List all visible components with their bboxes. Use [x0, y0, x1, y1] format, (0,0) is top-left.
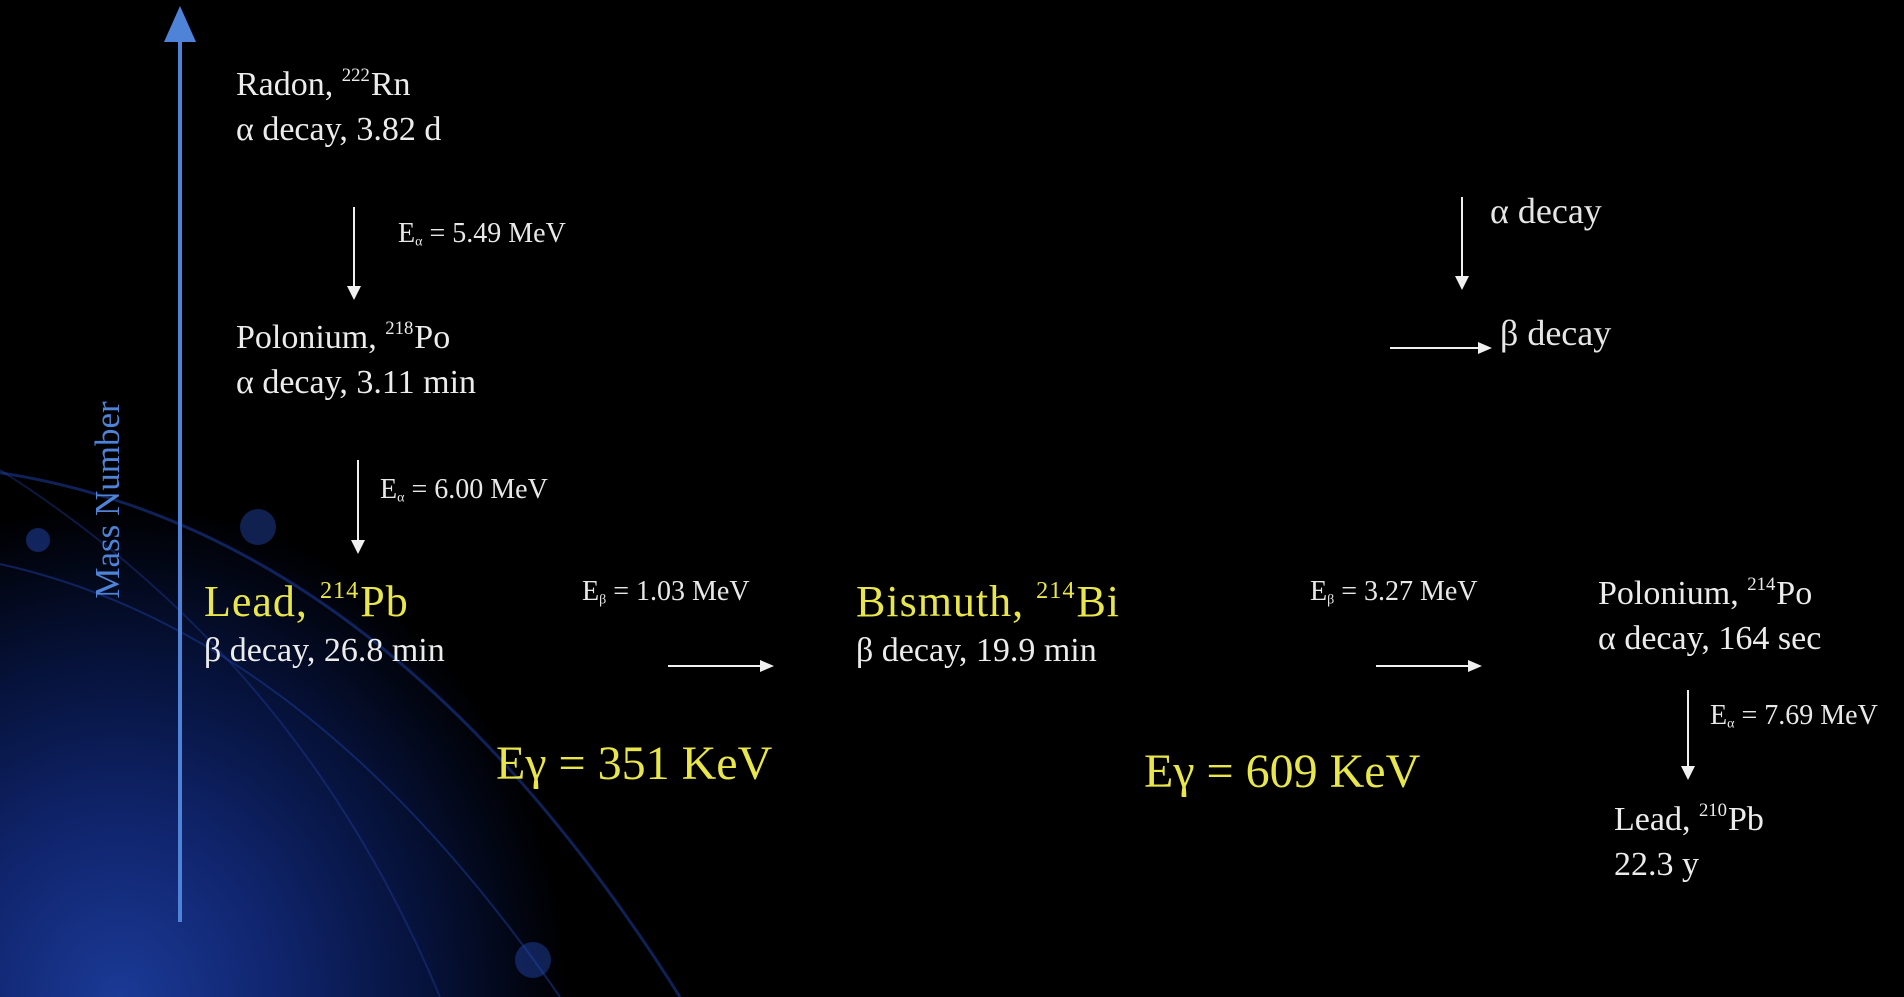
- node-bismuth-214: Bismuth, 214Bi β decay, 19.9 min: [856, 568, 1120, 673]
- mass-number: 214: [1747, 574, 1776, 595]
- background-arc: [0, 563, 561, 997]
- node-polonium-218: Polonium, 218Po α decay, 3.11 min: [236, 306, 476, 405]
- mass-number-axis-label: Mass Number: [88, 401, 127, 599]
- arrowhead: [347, 286, 361, 300]
- energy-label-bi-to-po214: Eβ = 3.27 MeV: [1310, 576, 1478, 608]
- energy-label-rn-to-po218: Eα = 5.49 MeV: [398, 218, 566, 250]
- arrowhead: [351, 540, 365, 554]
- node-name: Polonium,: [1598, 575, 1748, 613]
- element-symbol: Po: [1776, 575, 1813, 613]
- legend-alpha-decay: α decay: [1490, 191, 1602, 231]
- energy-label-po214-to-pb210: Eα = 7.69 MeV: [1710, 700, 1878, 732]
- arrowhead: [1681, 766, 1695, 780]
- gamma-energy-pb214: Eγ = 351 KeV: [496, 737, 773, 790]
- arrowhead: [760, 660, 774, 672]
- element-symbol: Po: [414, 319, 451, 357]
- element-symbol: Pb: [360, 577, 409, 627]
- background-arc: [0, 469, 441, 997]
- energy-label-pb-to-bi: Eβ = 1.03 MeV: [582, 576, 750, 608]
- background-glow-dot: [515, 942, 551, 978]
- node-name: Bismuth,: [856, 577, 1037, 627]
- decay-info: β decay, 19.9 min: [856, 632, 1097, 670]
- arrowhead: [1468, 660, 1482, 672]
- element-symbol: Pb: [1727, 801, 1764, 839]
- decay-info: α decay, 164 sec: [1598, 620, 1822, 658]
- arrowhead: [1478, 342, 1492, 354]
- arrowhead: [1455, 276, 1469, 290]
- energy-label-po218-to-pb214: Eα = 6.00 MeV: [380, 474, 548, 506]
- decay-info: 22.3 y: [1614, 846, 1699, 884]
- mass-number: 218: [385, 318, 414, 339]
- background-glow-dot: [240, 509, 276, 545]
- element-symbol: Rn: [370, 66, 411, 104]
- decay-info: α decay, 3.11 min: [236, 364, 477, 402]
- node-name: Polonium,: [236, 319, 386, 357]
- background-arc: [0, 471, 682, 997]
- background-glow-dot: [26, 528, 50, 552]
- node-lead-214: Lead, 214Pb β decay, 26.8 min: [204, 568, 445, 673]
- decay-info: α decay, 3.82 d: [236, 111, 442, 149]
- mass-number: 222: [341, 65, 370, 86]
- node-lead-210: Lead, 210Pb 22.3 y: [1614, 788, 1764, 887]
- node-polonium-214: Polonium, 214Po α decay, 164 sec: [1598, 562, 1821, 661]
- node-name: Lead,: [1614, 801, 1699, 839]
- node-name: Lead,: [204, 577, 320, 627]
- mass-number: 214: [1036, 577, 1076, 604]
- gamma-energy-bi214: Eγ = 609 KeV: [1144, 745, 1421, 798]
- mass-number: 210: [1698, 800, 1727, 821]
- legend-beta-decay: β decay: [1500, 313, 1612, 353]
- node-radon-222: Radon, 222Rn α decay, 3.82 d: [236, 53, 441, 152]
- element-symbol: Bi: [1076, 577, 1121, 627]
- mass-number: 214: [319, 577, 360, 604]
- node-name: Radon,: [236, 66, 342, 104]
- decay-info: β decay, 26.8 min: [204, 632, 445, 670]
